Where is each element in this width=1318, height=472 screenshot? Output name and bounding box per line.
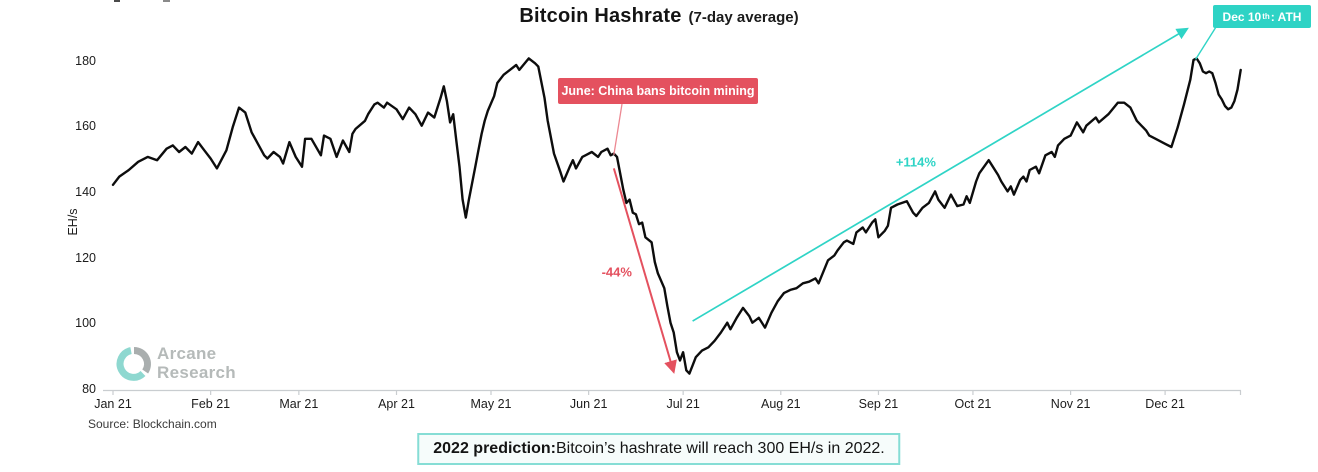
x-tick-label: Dec 21 <box>1145 397 1185 411</box>
drop-44pct-arrow <box>612 168 677 374</box>
chart-title: Bitcoin Hashrate (7-day average) <box>0 5 1318 28</box>
x-tick-label: Sep 21 <box>858 397 899 411</box>
china-ban-callout: June: China bans bitcoin mining <box>558 78 758 104</box>
y-tick-label: 160 <box>75 119 96 134</box>
y-tick-label: 80 <box>82 382 96 396</box>
china-ban-callout-connector <box>613 103 623 155</box>
chart-title-main: Bitcoin Hashrate <box>519 5 682 27</box>
y-tick-label: 100 <box>75 316 96 331</box>
x-tick-label: Oct 21 <box>954 397 992 411</box>
drop-percent-label: -44% <box>601 264 632 280</box>
rise-percent-label: +114% <box>895 154 936 170</box>
prediction-box: 2022 prediction: Bitcoin’s hashrate will… <box>417 433 901 465</box>
source-attribution: Source: Blockchain.com <box>88 417 217 431</box>
ath-callout-connector <box>1195 26 1217 60</box>
x-tick-label: May 21 <box>470 397 512 411</box>
crop-artifact <box>114 0 120 2</box>
x-tick-label: Aug 21 <box>760 397 801 411</box>
ath-callout-prefix: Dec 10 <box>1222 9 1262 24</box>
x-tick-label: Jun 21 <box>569 397 608 411</box>
hashrate-line <box>111 57 1242 375</box>
rise-114pct-arrow <box>692 27 1189 322</box>
ath-callout-suffix: : ATH <box>1270 9 1302 24</box>
arcane-research-logo-icon <box>116 347 151 381</box>
x-tick-label: Mar 21 <box>279 397 319 411</box>
x-tick-label: Nov 21 <box>1050 397 1091 411</box>
prediction-label: 2022 prediction: <box>433 440 556 457</box>
y-tick-label: 180 <box>75 53 96 68</box>
watermark-line1: Arcane <box>157 344 217 363</box>
x-tick-label: Apr 21 <box>378 397 415 411</box>
y-tick-label: 140 <box>75 185 96 199</box>
crop-artifact <box>163 0 170 2</box>
chart-title-subtitle: (7-day average) <box>688 9 799 26</box>
watermark-line2: Research <box>157 363 236 382</box>
arcane-research-watermark: Arcane Research <box>157 344 236 382</box>
x-tick-label: Feb 21 <box>191 397 231 411</box>
y-axis-label: EH/s <box>66 208 80 236</box>
x-axis-ticks <box>112 390 1242 395</box>
x-tick-label: Jul 21 <box>666 397 700 411</box>
prediction-text: Bitcoin’s hashrate will reach 300 EH/s i… <box>555 440 885 457</box>
x-tick-label: Jan 21 <box>94 397 132 411</box>
y-tick-label: 120 <box>75 250 96 265</box>
